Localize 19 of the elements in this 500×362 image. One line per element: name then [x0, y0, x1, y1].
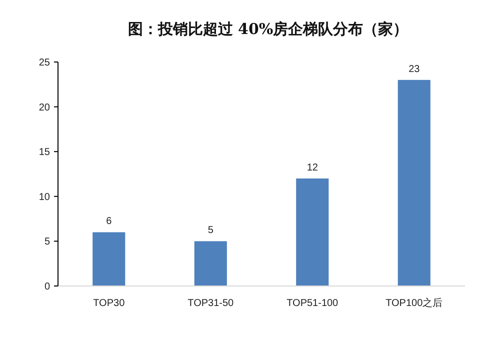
x-tick-label: TOP100之后 [386, 297, 443, 309]
y-tick-label: 10 [38, 192, 50, 203]
bar [296, 178, 329, 286]
y-tick-label: 20 [38, 102, 50, 114]
data-label: 23 [408, 64, 420, 75]
bar [194, 241, 227, 286]
x-tick-label: TOP31-50 [188, 298, 234, 309]
x-tick-label: TOP51-100 [286, 298, 339, 309]
data-label: 6 [106, 216, 112, 228]
data-label: 5 [208, 225, 214, 236]
y-tick-label: 5 [44, 236, 50, 248]
chart-title: 图：投销比超过 40%房企梯队分布（家） [128, 20, 408, 38]
x-tick-label: TOP30 [93, 298, 126, 309]
y-tick-label: 0 [44, 282, 50, 292]
y-tick-label: 15 [38, 147, 50, 158]
bar [398, 80, 430, 286]
y-tick-label: 25 [38, 58, 50, 68]
data-label: 12 [306, 162, 318, 174]
bar [92, 232, 126, 286]
